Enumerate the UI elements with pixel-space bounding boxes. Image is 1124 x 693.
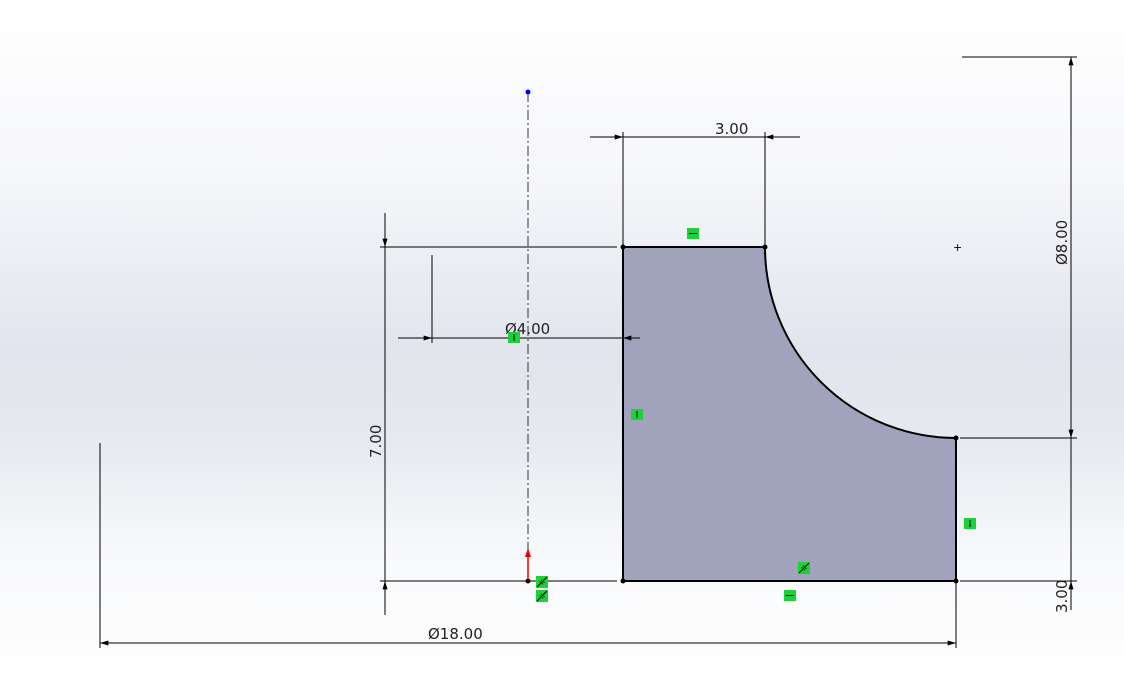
dimension-arc-diameter-label[interactable]: Ø8.00 <box>1053 220 1071 265</box>
sketch-profile[interactable] <box>622 246 957 582</box>
relation-horizontal-icon[interactable] <box>784 590 796 601</box>
relation-vertical-icon[interactable] <box>964 518 976 529</box>
relation-coincident-icon[interactable] <box>536 590 548 602</box>
arc-center-mark: + <box>953 241 962 254</box>
dimension-right-height[interactable] <box>960 438 1077 610</box>
relation-vertical-icon[interactable] <box>508 332 520 343</box>
relation-coincident-icon[interactable] <box>798 562 810 574</box>
centerline-endpoint[interactable] <box>525 89 531 95</box>
dimension-top-width[interactable] <box>590 132 800 245</box>
dimension-outer-diameter[interactable] <box>99 443 957 648</box>
relation-horizontal-icon[interactable] <box>687 228 699 239</box>
dimension-inner-diameter[interactable] <box>398 255 640 343</box>
relation-vertical-icon[interactable] <box>631 409 643 420</box>
dimension-total-height[interactable] <box>380 213 617 615</box>
dimension-total-height-label[interactable]: 7.00 <box>367 425 385 458</box>
dimension-arc-diameter[interactable] <box>960 56 1077 439</box>
origin-arrow-icon <box>525 548 531 581</box>
relation-coincident-icon[interactable] <box>536 576 548 588</box>
dimension-right-height-label[interactable]: 3.00 <box>1053 580 1071 613</box>
dimension-outer-diameter-label[interactable]: Ø18.00 <box>428 625 483 643</box>
dimension-top-width-label[interactable]: 3.00 <box>715 120 748 138</box>
